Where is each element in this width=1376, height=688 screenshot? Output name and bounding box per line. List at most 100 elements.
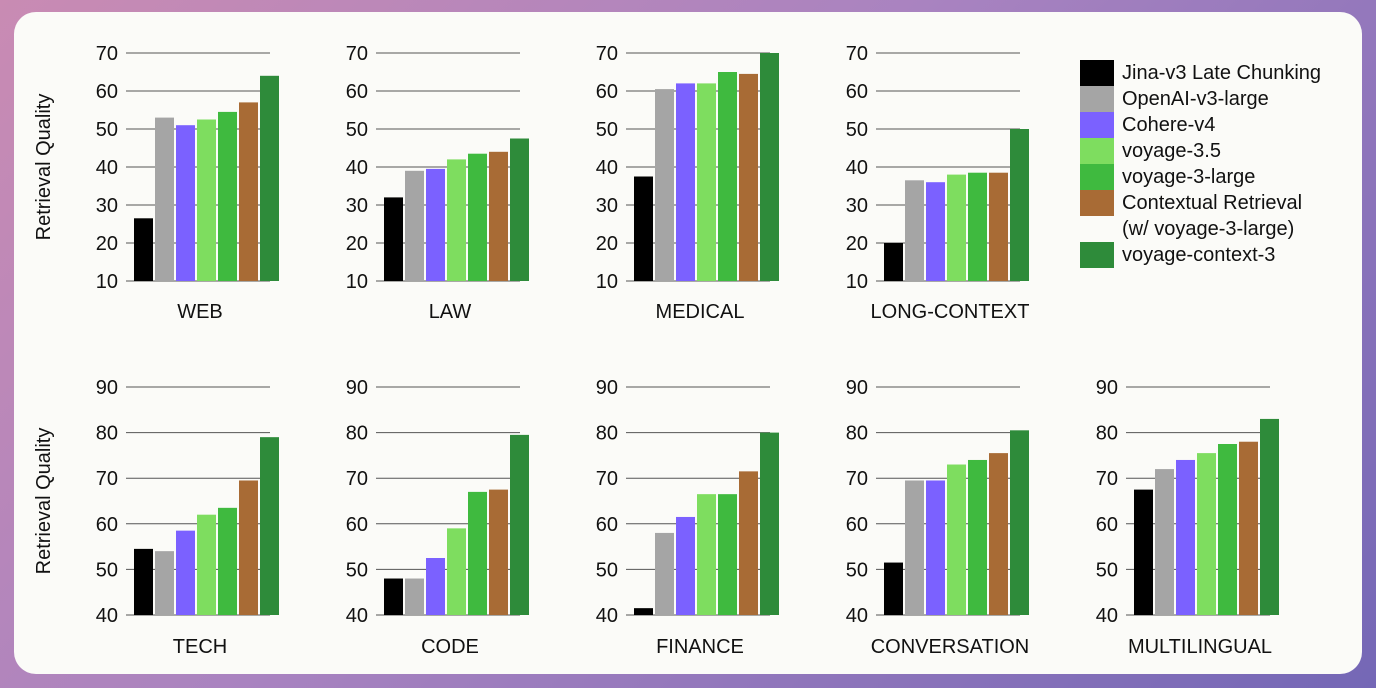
legend-label: Jina-v3 Late Chunking: [1122, 62, 1322, 84]
bar: [1155, 469, 1174, 615]
legend-item: Jina-v3 Late Chunking: [1080, 60, 1321, 86]
y-tick-label: 80: [96, 423, 118, 445]
bar: [197, 119, 216, 281]
legend-swatch: [1080, 242, 1114, 268]
y-axis-label: Retrieval Quality: [33, 94, 55, 241]
bar: [468, 153, 487, 281]
bar: [676, 83, 695, 282]
y-tick-label: 50: [846, 119, 868, 141]
y-tick-label: 90: [846, 377, 868, 399]
y-tick-label: 50: [96, 559, 118, 581]
legend-label: OpenAI-v3-large: [1122, 88, 1269, 110]
chart-panel-web: 10 20 30 40 50 60 70 WEB Retrieval Quality: [33, 43, 279, 323]
bar: [697, 494, 716, 615]
y-tick-label: 30: [346, 195, 368, 217]
chart-panel-code: 40 50 60 70 80 90 CODE: [346, 377, 529, 658]
bar: [218, 507, 237, 615]
legend-item: voyage-context-3: [1080, 242, 1321, 268]
bar: [947, 174, 966, 281]
y-tick-label: 30: [846, 195, 868, 217]
y-tick-label: 60: [846, 81, 868, 103]
bar: [155, 117, 174, 281]
panel-title: FINANCE: [656, 636, 744, 658]
panel-title: WEB: [177, 301, 223, 323]
bar: [197, 514, 216, 615]
bar: [760, 53, 779, 281]
y-tick-label: 30: [596, 195, 618, 217]
y-tick-label: 60: [346, 81, 368, 103]
y-tick-label: 60: [596, 514, 618, 536]
legend-swatch: [1080, 164, 1114, 190]
bar: [1010, 129, 1029, 281]
bar: [760, 432, 779, 615]
legend-label: Contextual Retrieval (w/ voyage-3-large): [1122, 192, 1303, 240]
y-tick-label: 20: [96, 233, 118, 255]
chart-panel-multilingual: 40 50 60 70 80 90 MULTILINGUAL: [1096, 377, 1279, 658]
y-tick-label: 80: [1096, 423, 1118, 445]
y-tick-label: 50: [596, 559, 618, 581]
bar: [676, 516, 695, 615]
bar: [697, 83, 716, 282]
bar: [489, 151, 508, 281]
y-tick-label: 20: [846, 233, 868, 255]
bar: [718, 494, 737, 615]
bar: [155, 551, 174, 615]
chart-panel-conversation: 40 50 60 70 80 90 CONVERSATION: [846, 377, 1030, 658]
legend-label: voyage-3-large: [1122, 166, 1256, 188]
bar: [176, 125, 195, 281]
bar: [718, 72, 737, 281]
bar: [905, 480, 924, 615]
bar: [926, 182, 945, 281]
bar: [426, 168, 445, 281]
y-tick-label: 60: [596, 81, 618, 103]
y-tick-label: 50: [96, 119, 118, 141]
bar: [926, 480, 945, 615]
bar: [1197, 453, 1216, 615]
y-tick-label: 40: [96, 605, 118, 627]
legend-swatch: [1080, 112, 1114, 138]
y-tick-label: 70: [346, 43, 368, 65]
legend-item: Contextual Retrieval (w/ voyage-3-large): [1080, 190, 1321, 242]
y-tick-label: 40: [1096, 605, 1118, 627]
bar: [1176, 459, 1195, 615]
y-tick-label: 70: [846, 43, 868, 65]
bar: [1218, 444, 1237, 615]
bar: [134, 218, 153, 281]
y-tick-label: 60: [1096, 514, 1118, 536]
bar: [489, 489, 508, 615]
y-tick-label: 60: [96, 81, 118, 103]
y-tick-label: 70: [346, 468, 368, 490]
chart-panel-tech: 40 50 60 70 80 90 TECH Retrieval Quality: [33, 377, 279, 658]
bar: [260, 75, 279, 281]
y-tick-label: 60: [846, 514, 868, 536]
y-tick-label: 60: [346, 514, 368, 536]
y-tick-label: 70: [96, 43, 118, 65]
y-tick-label: 40: [846, 605, 868, 627]
bar: [1260, 418, 1279, 615]
bar: [989, 453, 1008, 615]
legend-item: Cohere-v4: [1080, 112, 1321, 138]
panel-title: TECH: [173, 636, 227, 658]
y-tick-label: 50: [596, 119, 618, 141]
legend-label: voyage-context-3: [1122, 244, 1276, 266]
y-tick-label: 90: [346, 377, 368, 399]
y-tick-label: 50: [1096, 559, 1118, 581]
y-tick-label: 70: [596, 468, 618, 490]
y-tick-label: 40: [846, 157, 868, 179]
y-tick-label: 60: [96, 514, 118, 536]
y-tick-label: 80: [846, 423, 868, 445]
y-tick-label: 40: [596, 157, 618, 179]
legend: Jina-v3 Late Chunking OpenAI-v3-large Co…: [1080, 60, 1321, 268]
bar: [384, 197, 403, 281]
bar: [1134, 489, 1153, 615]
bar: [884, 562, 903, 615]
y-tick-label: 20: [596, 233, 618, 255]
bar: [405, 170, 424, 281]
y-tick-label: 90: [1096, 377, 1118, 399]
bar: [655, 89, 674, 281]
bar: [1010, 430, 1029, 615]
y-axis-label: Retrieval Quality: [33, 428, 55, 575]
y-tick-label: 40: [346, 157, 368, 179]
legend-label: Cohere-v4: [1122, 114, 1216, 136]
bar: [655, 532, 674, 615]
